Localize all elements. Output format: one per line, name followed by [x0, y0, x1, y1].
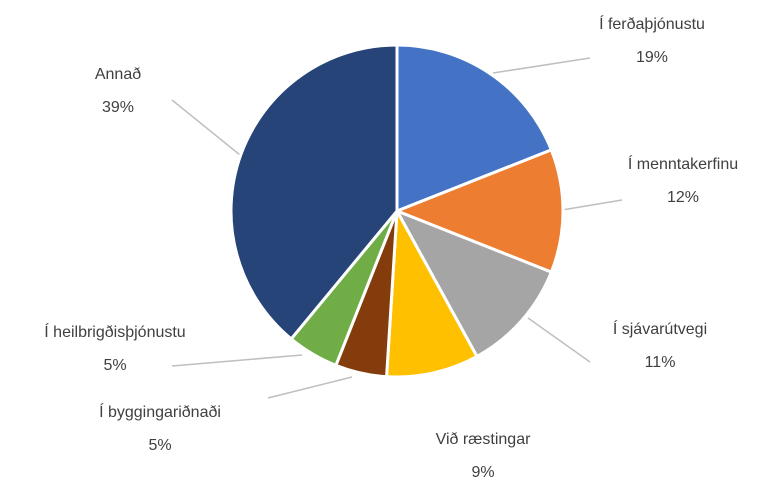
pie-slice — [395, 43, 553, 213]
slice-label: Í ferðaþjónustu — [599, 14, 705, 33]
slice-label: Í byggingariðnaði — [99, 402, 221, 421]
pie-slice — [229, 43, 399, 341]
slice-label: Við ræstingar — [436, 431, 532, 448]
slice-label: Annað — [95, 66, 141, 83]
slice-value-label: 39% — [102, 99, 134, 116]
slice-value-label: 19% — [636, 49, 668, 66]
leader-line — [561, 199, 623, 211]
slice-label: Í menntakerfinu — [628, 154, 738, 173]
slice-value-label: 9% — [471, 464, 494, 480]
leader-line — [171, 354, 303, 367]
slice-value-label: 5% — [103, 357, 126, 374]
leader-line — [267, 376, 353, 399]
slice-value-label: 12% — [667, 189, 699, 206]
slice-label: Í heilbrigðisþjónustu — [44, 322, 185, 341]
leader-line — [527, 317, 591, 363]
pie-slice — [385, 209, 479, 379]
leader-line — [492, 57, 591, 74]
pie-slice — [395, 148, 565, 274]
slice-value-label: 11% — [645, 354, 676, 371]
slice-value-label: 5% — [148, 437, 171, 454]
leader-line — [171, 99, 241, 156]
pie-slice — [395, 209, 553, 358]
slice-label: Í sjávarútvegi — [613, 319, 707, 338]
